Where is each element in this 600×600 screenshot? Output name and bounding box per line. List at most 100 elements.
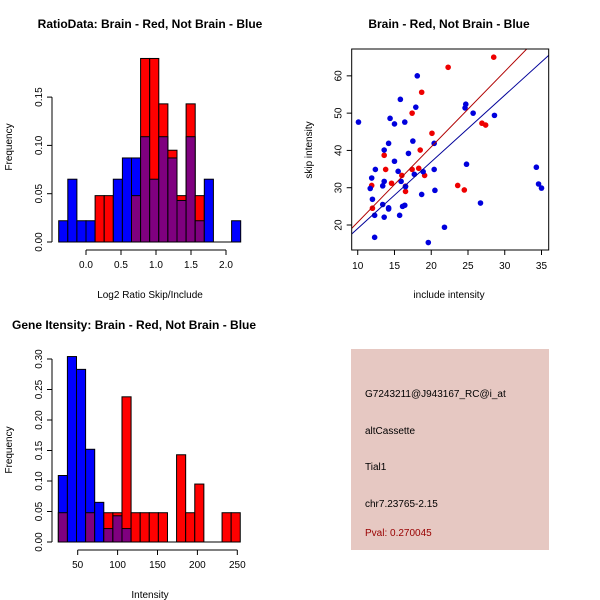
bar-not-brain	[58, 220, 69, 243]
plot-box	[351, 48, 550, 251]
bar-brain	[221, 512, 232, 543]
point-not-brain	[414, 73, 421, 79]
point-not-brain	[381, 147, 387, 153]
bar-overlap	[167, 157, 178, 243]
gene-histogram-ylabel: Frequency	[4, 426, 15, 473]
y-tick-label: 50	[334, 107, 345, 119]
x-tick-label: 10	[352, 261, 364, 272]
y-tick-label: 0.15	[34, 440, 45, 460]
ratio-histogram-title: RatioData: Brain - Red, Not Brain - Blue	[38, 17, 263, 31]
point-not-brain	[369, 196, 376, 203]
point-not-brain	[405, 150, 412, 157]
x-tick-label: 0.0	[79, 260, 93, 271]
bar-overlap	[158, 136, 169, 243]
bar-brain	[139, 512, 150, 543]
point-not-brain	[371, 234, 378, 241]
point-brain	[490, 54, 497, 61]
y-tick-label: 0.15	[34, 87, 45, 107]
point-not-brain	[411, 171, 418, 178]
y-tick-label: 0.10	[34, 135, 45, 155]
y-tick-label: 0.20	[34, 410, 45, 430]
bar-brain	[176, 454, 187, 543]
point-brain	[445, 64, 451, 71]
ratio-histogram: RatioData: Brain - Red, Not Brain - Blue…	[4, 17, 263, 301]
point-not-brain	[412, 104, 419, 110]
point-not-brain	[535, 181, 542, 187]
x-tick-label: 1.0	[149, 260, 163, 271]
bar-overlap	[85, 512, 96, 543]
y-tick-label: 0.05	[34, 501, 45, 521]
x-tick-label: 2.0	[219, 260, 233, 271]
point-not-brain	[397, 96, 404, 103]
bar-overlap	[176, 199, 187, 243]
bar-overlap	[103, 528, 114, 543]
bar-brain	[103, 195, 114, 243]
point-brain	[399, 172, 405, 179]
point-not-brain	[462, 101, 469, 107]
bar-brain	[194, 483, 205, 543]
genomic-location: chr7.23765-2.15	[365, 499, 438, 510]
gene-histogram-title: Gene Itensity: Brain - Red, Not Brain - …	[12, 318, 256, 332]
x-tick-label: 30	[499, 261, 511, 272]
bar-overlap	[149, 178, 160, 243]
point-not-brain	[395, 168, 401, 175]
bar-not-brain	[203, 178, 214, 243]
point-not-brain	[385, 140, 392, 147]
bar-overlap	[121, 528, 132, 543]
bar-brain	[230, 512, 241, 543]
fit-line-not-brain	[351, 54, 549, 235]
point-brain	[429, 130, 435, 137]
point-not-brain	[381, 214, 387, 220]
point-brain	[388, 180, 395, 187]
point-not-brain	[477, 200, 484, 206]
point-not-brain	[418, 191, 425, 198]
point-not-brain	[391, 158, 398, 165]
info-panel: G7243211@J943167_RC@i_at altCassette Tia…	[351, 349, 549, 550]
bar-brain	[148, 512, 159, 543]
point-not-brain	[368, 175, 375, 181]
point-not-brain	[381, 178, 387, 185]
point-not-brain	[367, 185, 374, 192]
intensity-scatter: Brain - Red, Not Brain - Blue include in…	[304, 17, 550, 301]
x-tick-label: 150	[149, 560, 166, 571]
fit-line-brain	[351, 49, 528, 229]
bar-brain	[185, 512, 196, 543]
bar-not-brain	[76, 220, 87, 243]
point-not-brain	[432, 187, 438, 194]
y-tick-label: 0.30	[34, 349, 45, 369]
point-brain	[409, 166, 415, 173]
bar-not-brain	[112, 178, 123, 243]
x-tick-label: 15	[389, 261, 401, 272]
bar-overlap	[194, 220, 205, 243]
point-not-brain	[463, 161, 470, 168]
p-value: Pval: 0.270045	[365, 528, 432, 539]
bar-not-brain	[85, 220, 96, 243]
bar-not-brain	[121, 157, 133, 243]
point-not-brain	[491, 112, 498, 119]
gene-name: Tial1	[365, 462, 387, 473]
bar-overlap	[140, 136, 151, 243]
point-brain	[381, 152, 387, 159]
point-brain	[461, 187, 468, 193]
scatter-xlabel: include intensity	[413, 290, 484, 301]
y-tick-label: 0.00	[34, 532, 45, 552]
y-tick-label: 40	[334, 144, 345, 156]
point-not-brain	[398, 178, 404, 185]
point-not-brain	[355, 119, 362, 125]
point-brain	[454, 182, 461, 189]
point-not-brain	[533, 164, 540, 171]
bar-not-brain	[94, 501, 105, 543]
point-not-brain	[372, 166, 379, 173]
point-not-brain	[538, 185, 545, 191]
bar-not-brain	[67, 178, 78, 243]
point-not-brain	[410, 138, 416, 144]
x-tick-label: 50	[72, 560, 84, 571]
ratio-histogram-xlabel: Log2 Ratio Skip/Include	[97, 290, 203, 301]
ratio-histogram-ylabel: Frequency	[4, 123, 15, 170]
point-not-brain	[385, 206, 392, 212]
scatter-title: Brain - Red, Not Brain - Blue	[368, 17, 530, 31]
y-tick-label: 0.00	[34, 232, 45, 252]
x-tick-label: 200	[189, 560, 206, 571]
x-tick-label: 20	[426, 261, 438, 272]
